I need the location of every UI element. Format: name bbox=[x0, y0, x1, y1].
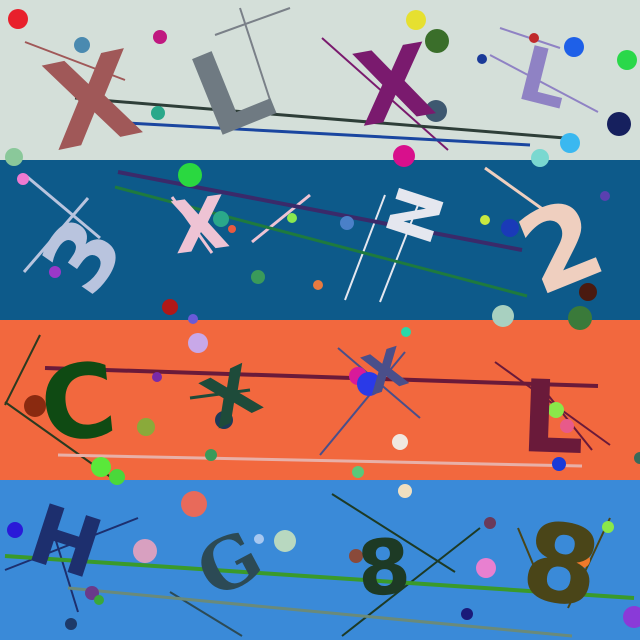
band-3-char-4: L bbox=[519, 358, 587, 477]
band-1-noise bbox=[5, 7, 637, 167]
band-2-char-2: X bbox=[167, 180, 234, 271]
band-3-noise bbox=[4, 327, 640, 485]
band-3-background bbox=[0, 320, 640, 480]
band-4-char-3: 8 bbox=[354, 521, 413, 613]
band-3-char-1: C bbox=[35, 340, 122, 466]
band-2-noise bbox=[17, 163, 610, 330]
band-4-noise bbox=[4, 484, 640, 638]
band-3-characters: C X X L bbox=[35, 335, 587, 477]
